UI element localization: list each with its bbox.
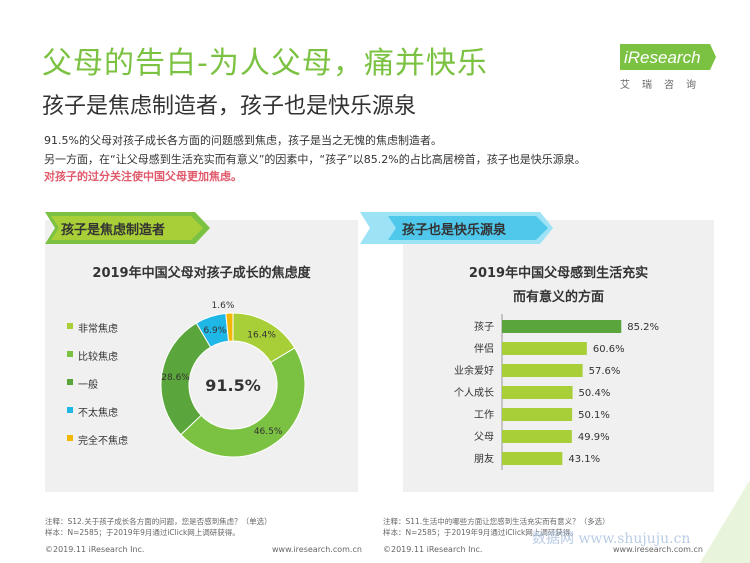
description-highlight: 对孩子的过分关注使中国父母更加焦虑。 [44,170,242,183]
legend-label: 比较焦虑 [78,352,118,363]
footer-copyright-right: ©2019.11 iResearch Inc. [383,545,483,554]
bar-category-label: 业余爱好 [454,364,494,377]
bar-value-label: 50.1% [578,410,610,421]
right-banner: 孩子也是快乐源泉 [360,208,555,248]
corner-decoration [700,480,750,563]
description-line-2: 另一方面，在“让父母感到生活充实而有意义”的因素中，“孩子”以85.2%的占比高… [44,153,586,166]
bar-category-label: 个人成长 [454,387,494,399]
donut-slice-label: 46.5% [254,427,283,437]
donut-chart: 16.4% 46.5% 28.6% 6.9% 1.6% 91.5% [160,301,306,458]
bar-chart: 孩子 85.2% 伴侣 60.6% 业余爱好 57.6% 个人成长 50.4% 工作 50.1% 父… [454,314,659,470]
iresearch-logo: iResearch 艾瑞咨询 [618,42,718,91]
description-line-1: 91.5%的父母对孩子成长各方面的问题感到焦虑，孩子是当之无愧的焦虑制造者。 [44,134,442,147]
right-note-question: 注释：S11.生活中的哪些方面让您感到生活充实而有意义？（多选） [383,517,610,526]
bar-category-label: 工作 [474,409,494,421]
left-note-sample: 样本：N=2585；于2019年9月通过iClick网上调研获得。 [45,528,240,537]
left-banner-shape [45,212,210,244]
bar-chart-title-line-1: 2019年中国父母感到生活充实 [468,266,649,281]
donut-slice-label: 1.6% [212,301,235,311]
legend-label: 不太焦虑 [78,408,118,419]
bar [502,342,587,355]
bar-value-label: 60.6% [593,344,625,355]
bar [502,408,573,421]
footer-copyright-left: ©2019.11 iResearch Inc. [45,545,145,554]
bar-value-label: 43.1% [568,454,600,465]
right-banner-shape [360,212,553,244]
donut-slice [180,347,306,458]
right-panel [403,220,714,492]
logo-brand-text: iResearch [624,48,701,67]
bar-category-label: 孩子 [474,320,494,333]
footer-url-left: www.iresearch.com.cn [272,545,362,554]
logo-subtext: 艾瑞咨询 [620,80,708,91]
left-note-question: 注释：S12.关于孩子成长各方面的问题，您是否感到焦虑？（单选） [45,517,272,526]
donut-center-label: 91.5% [205,376,261,395]
bar-value-label: 85.2% [627,322,659,333]
bar [502,452,563,465]
bar [502,430,572,443]
donut-slice-label: 6.9% [203,326,226,336]
right-banner-label: 孩子也是快乐源泉 [402,223,507,238]
page-title: 父母的告白-为人父母，痛并快乐 [42,46,488,81]
donut-slice [225,312,234,342]
left-banner: 孩子是焦虑制造者 [45,208,215,248]
watermark: 数据网 www.shujuju.cn [532,531,691,547]
legend-swatch [67,351,73,357]
right-note-sample: 样本：N=2585；于2019年9月通过iClick网上调研获得。 [383,528,578,537]
bar [502,320,622,333]
bar-category-label: 父母 [474,431,494,443]
footer-url-right: www.iresearch.com.cn [613,545,703,554]
bar [502,364,583,377]
donut-slice-label: 16.4% [247,331,276,341]
donut-slice-label: 28.6% [161,373,190,383]
legend-swatch [67,407,73,413]
bar-category-label: 伴侣 [474,342,494,355]
bar-category-label: 朋友 [474,452,494,465]
legend-swatch [67,323,73,329]
bar-chart-title-line-2: 而有意义的方面 [512,290,604,305]
left-banner-label: 孩子是焦虑制造者 [61,223,166,238]
legend-label: 非常焦虑 [78,324,118,335]
bar-value-label: 50.4% [579,388,611,399]
bar-value-label: 49.9% [578,432,610,443]
bar [502,386,573,399]
legend-swatch [67,379,73,385]
page-subtitle: 孩子是焦虑制造者，孩子也是快乐源泉 [42,94,417,119]
legend-label: 一般 [78,380,98,391]
legend-swatch [67,435,73,441]
logo-mark: iResearch [620,44,716,70]
donut-chart-title: 2019年中国父母对孩子成长的焦虑度 [92,266,311,281]
bar-value-label: 57.6% [589,366,621,377]
legend-label: 完全不焦虑 [78,436,128,447]
